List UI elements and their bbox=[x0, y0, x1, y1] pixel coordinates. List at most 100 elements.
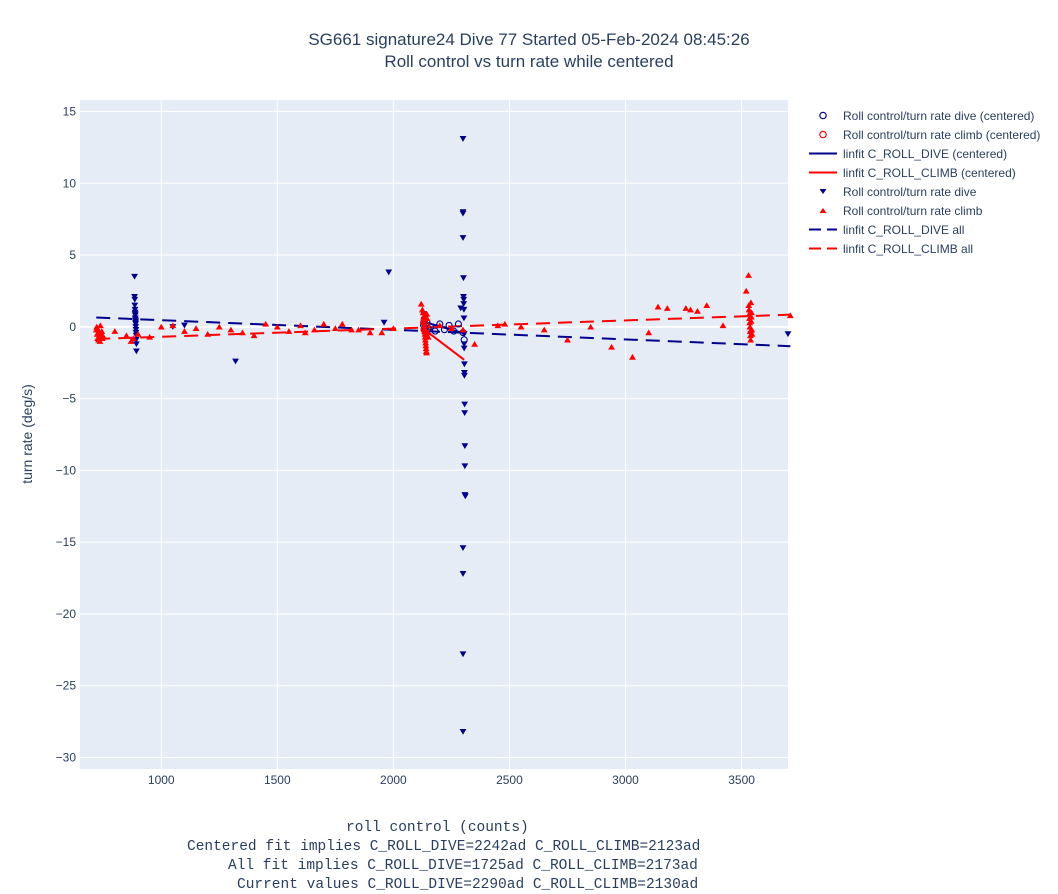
dive-point bbox=[461, 372, 468, 379]
climb-point bbox=[436, 322, 444, 329]
dive-point bbox=[459, 728, 467, 735]
climb-point bbox=[134, 330, 142, 337]
legend-item-linfit-dive-centered[interactable]: linfit C_ROLL_DIVE (centered) bbox=[806, 144, 1040, 163]
dive-point bbox=[131, 296, 139, 303]
y-tick-label: 0 bbox=[69, 320, 76, 334]
climb-point bbox=[629, 353, 636, 360]
climb-point bbox=[204, 330, 212, 337]
climb-point bbox=[587, 323, 595, 330]
legend-item-linfit-dive-all[interactable]: linfit C_ROLL_DIVE all bbox=[806, 220, 1040, 239]
climb-point bbox=[338, 320, 346, 327]
legend-label: Roll control/turn rate climb bbox=[843, 203, 983, 218]
x-tick-label: 2000 bbox=[380, 773, 407, 787]
climb-point bbox=[517, 323, 525, 330]
legend-item-dive-centered[interactable]: Roll control/turn rate dive (centered) bbox=[806, 106, 1040, 125]
dive-point bbox=[131, 311, 139, 317]
dashed-line-icon bbox=[809, 247, 837, 250]
dive-point bbox=[459, 571, 467, 577]
climb-point bbox=[262, 320, 270, 327]
climb-point bbox=[747, 313, 755, 320]
x-tick-label: 2500 bbox=[496, 773, 523, 787]
gridlines bbox=[80, 100, 788, 769]
dive-point bbox=[459, 545, 467, 551]
climb-point bbox=[250, 332, 258, 339]
fit-line-all bbox=[96, 313, 791, 341]
y-tick-label: 5 bbox=[69, 248, 76, 262]
dive-point bbox=[461, 401, 469, 408]
dive-point bbox=[460, 306, 468, 313]
climb-point bbox=[378, 329, 386, 336]
open-circle-icon bbox=[819, 130, 827, 139]
x-axis-note-centered-fit: Centered fit implies C_ROLL_DIVE=2242ad … bbox=[187, 839, 701, 855]
climb-point bbox=[703, 302, 711, 309]
climb-point bbox=[419, 309, 427, 316]
solid-line-icon bbox=[809, 171, 837, 174]
climb-point bbox=[98, 328, 106, 334]
dive-centered-point bbox=[440, 326, 448, 334]
dive-point bbox=[232, 358, 239, 365]
climb-point bbox=[273, 323, 281, 330]
y-tick-label: −30 bbox=[56, 751, 77, 765]
climb-point bbox=[424, 329, 431, 336]
legend: Roll control/turn rate dive (centered) R… bbox=[806, 106, 1040, 258]
climb-point bbox=[719, 322, 727, 329]
climb-point bbox=[99, 332, 107, 339]
dive-point bbox=[460, 341, 468, 348]
data-marks bbox=[92, 136, 794, 735]
y-tick-label: −20 bbox=[56, 607, 77, 621]
climb-point bbox=[331, 325, 339, 331]
climb-point bbox=[157, 323, 165, 330]
climb-point bbox=[169, 322, 177, 329]
climb-point bbox=[654, 303, 662, 310]
x-axis-note-current-values: Current values C_ROLL_DIVE=2290ad C_ROLL… bbox=[237, 877, 699, 893]
dive-point bbox=[181, 322, 188, 329]
legend-item-climb[interactable]: Roll control/turn rate climb bbox=[806, 201, 1040, 220]
y-axis-label: turn rate (deg/s) bbox=[19, 384, 35, 484]
climb-point bbox=[608, 343, 615, 350]
climb-point bbox=[97, 322, 104, 329]
chart-title: SG661 signature24 Dive 77 Started 05-Feb… bbox=[308, 30, 750, 49]
x-axis-label: roll control (counts) bbox=[346, 820, 529, 836]
climb-point bbox=[501, 320, 509, 327]
legend-item-climb-centered[interactable]: Roll control/turn rate climb (centered) bbox=[806, 125, 1040, 144]
y-tick-labels: 15 10 5 0 −5 −10 −15 −20 −25 −30 bbox=[56, 104, 77, 764]
dive-centered-point bbox=[445, 321, 453, 329]
triangle-down-icon bbox=[819, 189, 827, 194]
climb-point bbox=[239, 329, 246, 336]
legend-item-linfit-climb-centered[interactable]: linfit C_ROLL_CLIMB (centered) bbox=[806, 163, 1040, 182]
legend-label: linfit C_ROLL_DIVE (centered) bbox=[843, 146, 1008, 161]
legend-item-dive[interactable]: Roll control/turn rate dive bbox=[806, 182, 1040, 201]
dive-point bbox=[460, 301, 468, 307]
climb-point bbox=[111, 328, 119, 334]
dive-centered-point bbox=[454, 320, 462, 328]
climb-point bbox=[748, 309, 755, 316]
dive-point bbox=[131, 302, 139, 309]
climb-point bbox=[146, 333, 154, 340]
dive-point bbox=[461, 361, 468, 368]
dive-point bbox=[132, 318, 140, 325]
climb-point bbox=[192, 325, 200, 331]
climb-point bbox=[311, 326, 318, 333]
climb-point bbox=[424, 333, 432, 340]
dashed-line-icon bbox=[809, 228, 837, 231]
dive-point bbox=[460, 331, 468, 338]
dive-point bbox=[461, 410, 469, 417]
y-tick-label: 15 bbox=[63, 104, 77, 118]
climb-point bbox=[742, 287, 750, 294]
climb-point bbox=[123, 332, 130, 339]
dive-point bbox=[461, 443, 469, 450]
climb-point bbox=[422, 342, 430, 349]
solid-line-icon bbox=[809, 152, 837, 155]
dive-point bbox=[131, 273, 138, 280]
climb-point bbox=[747, 318, 755, 324]
climb-point bbox=[748, 330, 756, 337]
dive-point bbox=[459, 651, 467, 658]
legend-item-linfit-climb-all[interactable]: linfit C_ROLL_CLIMB all bbox=[806, 239, 1040, 258]
climb-point bbox=[423, 349, 430, 356]
dive-point bbox=[460, 275, 467, 282]
climb-point bbox=[227, 326, 235, 333]
dive-centered-point bbox=[450, 327, 458, 335]
climb-point bbox=[540, 326, 548, 333]
triangle-up-icon bbox=[819, 208, 827, 213]
x-tick-label: 1500 bbox=[264, 773, 291, 787]
